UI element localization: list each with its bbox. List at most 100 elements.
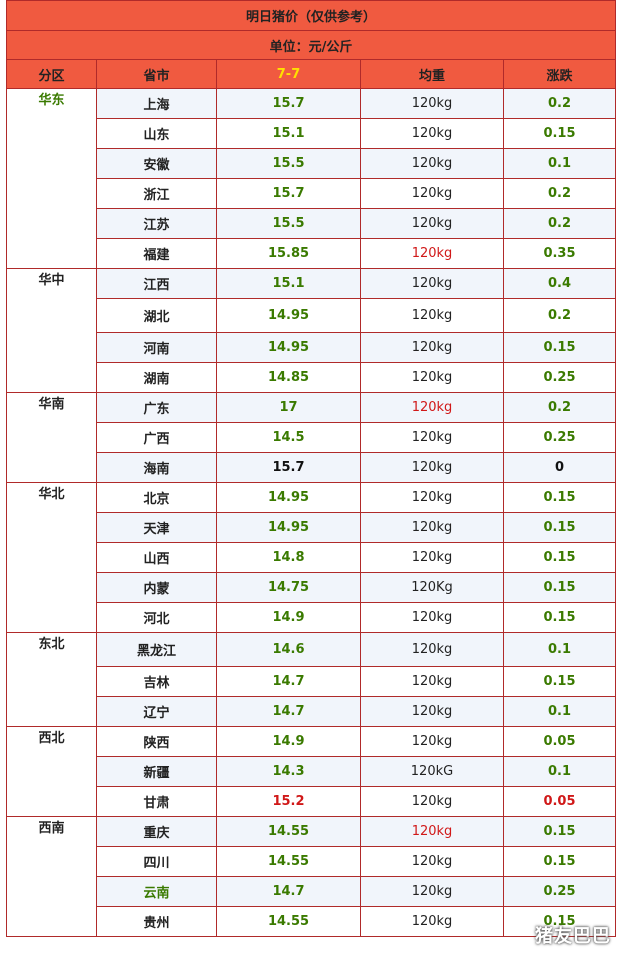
unit-label: 单位：元/公斤 [6,30,616,60]
city-cell: 贵州 [96,906,217,937]
price-cell: 14.9 [216,602,361,633]
price-cell: 14.95 [216,482,361,513]
city-cell: 山西 [96,542,217,573]
region-cell: 东北 [6,632,97,727]
table-row: 西南 重庆 14.55 120kg 0.15 [6,816,616,937]
table-row: 广西 14.5 120kg 0.25 [7,422,616,453]
weight-cell: 120kG [360,756,504,787]
price-cell: 14.55 [216,816,361,847]
table-row: 江苏 15.5 120kg 0.2 [7,208,616,239]
table-row: 山东 15.1 120kg 0.15 [7,118,616,149]
weight-cell: 120kg [360,238,504,269]
weight-cell: 120kg [360,816,504,847]
weight-cell: 120kg [360,542,504,573]
table-row: 安徽 15.5 120kg 0.1 [7,148,616,179]
title-row: 明日猪价（仅供参考） [6,0,616,31]
price-cell: 14.95 [216,298,361,333]
region-cell: 华东 [6,88,97,269]
table-row: 四川 14.55 120kg 0.15 [7,846,616,877]
change-cell: 0.15 [503,816,616,847]
weight-cell: 120kg [360,178,504,209]
change-cell: 0.35 [503,238,616,269]
change-cell: 0.25 [503,422,616,453]
change-cell: 0.15 [503,846,616,877]
price-cell: 14.8 [216,542,361,573]
price-cell: 14.9 [216,726,361,757]
weight-cell: 120kg [360,666,504,697]
weight-cell: 120kg [360,726,504,757]
price-cell: 14.75 [216,572,361,603]
table-row: 河南 14.95 120kg 0.15 [7,332,616,363]
city-cell: 广西 [96,422,217,453]
region-cell: 西南 [6,816,97,937]
table-row: 湖北 14.95 120kg 0.2 [7,298,616,333]
price-cell: 17 [216,392,361,423]
header-change: 涨跌 [503,59,616,89]
price-cell: 14.7 [216,666,361,697]
change-cell: 0.05 [503,726,616,757]
region-cell: 华北 [6,482,97,633]
price-cell: 15.1 [216,268,361,299]
city-cell: 安徽 [96,148,217,179]
table-row: 华东 上海 15.7 120kg 0.2 [6,88,616,269]
city-cell: 河北 [96,602,217,633]
header-row: 分区 省市 7-7 均重 涨跌 [6,59,616,89]
change-cell: 0.15 [503,602,616,633]
table-row: 海南 15.7 120kg 0 [7,452,616,483]
weight-cell: 120kg [360,392,504,423]
table-row: 甘肃 15.2 120kg 0.05 [7,786,616,817]
change-cell: 0.1 [503,696,616,727]
change-cell: 0.05 [503,786,616,817]
region-cell: 华中 [6,268,97,393]
weight-cell: 120kg [360,208,504,239]
city-cell: 内蒙 [96,572,217,603]
change-cell: 0.15 [503,118,616,149]
table-row: 湖南 14.85 120kg 0.25 [7,362,616,393]
change-cell: 0.25 [503,362,616,393]
table-row: 河北 14.9 120kg 0.15 [7,602,616,633]
price-cell: 15.7 [216,88,361,119]
weight-cell: 120kg [360,452,504,483]
weight-cell: 120kg [360,512,504,543]
weight-cell: 120kg [360,422,504,453]
unit-row: 单位：元/公斤 [6,30,616,60]
price-cell: 15.2 [216,786,361,817]
change-cell: 0.15 [503,332,616,363]
city-cell: 河南 [96,332,217,363]
price-cell: 15.5 [216,208,361,239]
weight-cell: 120kg [360,118,504,149]
change-cell: 0.15 [503,542,616,573]
city-cell: 甘肃 [96,786,217,817]
table-row: 华中 江西 15.1 120kg 0.4 [6,268,616,393]
table-row: 东北 黑龙江 14.6 120kg 0.1 [6,632,616,727]
change-cell: 0.2 [503,178,616,209]
city-cell: 上海 [96,88,217,119]
city-cell: 江苏 [96,208,217,239]
price-cell: 14.7 [216,876,361,907]
table-row: 云南 14.7 120kg 0.25 [7,876,616,907]
city-cell: 江西 [96,268,217,299]
change-cell: 0.15 [503,572,616,603]
city-cell: 云南 [96,876,217,907]
table-row: 西北 陕西 14.9 120kg 0.05 [6,726,616,817]
watermark: 猪友巴巴 [535,926,611,947]
city-cell: 黑龙江 [96,632,217,667]
change-cell: 0.15 [503,666,616,697]
city-cell: 四川 [96,846,217,877]
weight-cell: 120kg [360,332,504,363]
weight-cell: 120kg [360,786,504,817]
city-cell: 天津 [96,512,217,543]
table-row: 辽宁 14.7 120kg 0.1 [7,696,616,727]
table-row: 浙江 15.7 120kg 0.2 [7,178,616,209]
weight-cell: 120kg [360,876,504,907]
change-cell: 0.1 [503,632,616,667]
table-row: 内蒙 14.75 120Kg 0.15 [7,572,616,603]
price-cell: 14.6 [216,632,361,667]
table-row: 贵州 14.55 120kg 0.15 [7,906,616,937]
change-cell: 0.15 [503,482,616,513]
city-cell: 重庆 [96,816,217,847]
weight-cell: 120kg [360,846,504,877]
weight-cell: 120kg [360,696,504,727]
price-cell: 15.85 [216,238,361,269]
table-row: 山西 14.8 120kg 0.15 [7,542,616,573]
